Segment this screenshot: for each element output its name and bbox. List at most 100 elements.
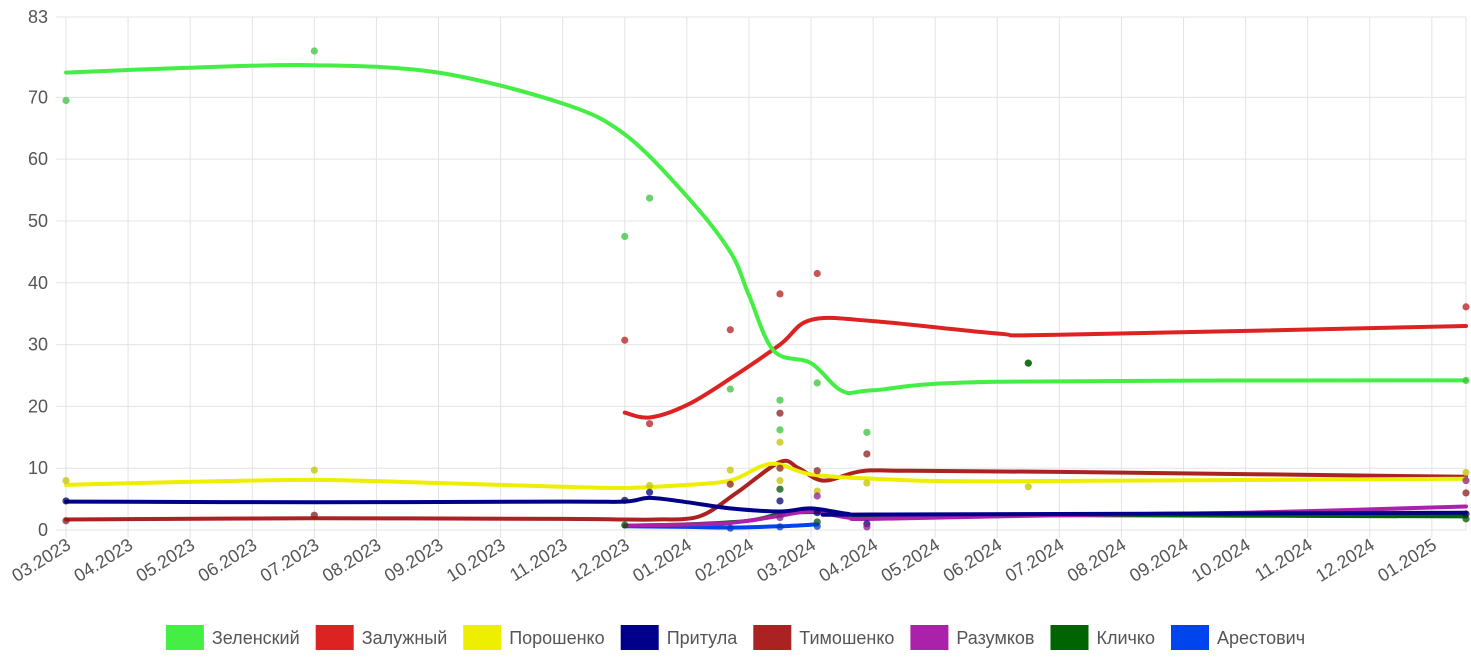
legend-item[interactable]: Притула — [620, 625, 739, 650]
x-tick-label: 08.2023 — [319, 534, 385, 585]
y-tick-label: 50 — [28, 211, 48, 231]
data-point — [863, 428, 871, 436]
data-point — [813, 487, 821, 495]
x-tick-label: 03.2024 — [753, 534, 819, 585]
data-point — [621, 521, 629, 529]
y-tick-label: 40 — [28, 273, 48, 293]
data-point — [863, 450, 871, 458]
data-point — [621, 496, 629, 504]
legend-item[interactable]: Арестович — [1171, 625, 1305, 650]
legend-item[interactable]: Порошенко — [463, 625, 605, 650]
data-point — [776, 426, 784, 434]
data-point — [813, 269, 821, 278]
data-point — [813, 509, 821, 517]
data-point — [1024, 483, 1032, 491]
x-tick-label: 11.2024 — [1251, 534, 1316, 585]
x-tick-label: 12.2023 — [567, 534, 633, 585]
x-tick-label: 09.2024 — [1126, 534, 1192, 585]
x-tick-label: 07.2024 — [1002, 534, 1068, 585]
legend-item[interactable]: Тимошенко — [753, 625, 894, 650]
legend-label: Разумков — [956, 628, 1034, 648]
legend-item[interactable]: Залужный — [315, 625, 448, 650]
legend-swatch — [1171, 625, 1209, 650]
x-tick-label: 03.2023 — [8, 534, 74, 585]
x-tick-label: 08.2024 — [1064, 534, 1130, 585]
data-point — [863, 479, 871, 487]
data-point — [645, 194, 654, 202]
data-point — [863, 523, 871, 531]
x-tick-label: 01.2025 — [1374, 534, 1440, 585]
data-point — [813, 379, 821, 387]
x-tick-label: 06.2024 — [940, 534, 1006, 585]
data-point — [621, 232, 629, 241]
x-tick-label: 07.2023 — [257, 534, 323, 585]
legend-swatch — [463, 625, 502, 650]
x-tick-label: 06.2023 — [195, 534, 261, 585]
y-tick-label: 30 — [28, 335, 48, 355]
x-tick-label: 04.2023 — [70, 534, 136, 585]
data-point — [813, 467, 821, 475]
data-point — [645, 481, 654, 490]
x-tick-label: 12.2024 — [1312, 534, 1378, 585]
series-line — [622, 315, 1468, 420]
data-point — [776, 476, 784, 485]
data-point — [62, 96, 70, 105]
data-point — [62, 476, 70, 485]
data-point — [645, 420, 654, 428]
x-tick-label: 05.2023 — [133, 534, 199, 585]
data-point — [310, 511, 318, 519]
legend-label: Кличко — [1097, 628, 1156, 648]
series-lines — [64, 63, 1468, 530]
grid — [56, 16, 1467, 538]
data-point — [1462, 303, 1470, 311]
x-tick-label: 01.2024 — [629, 534, 695, 585]
legend-label: Порошенко — [509, 628, 604, 648]
data-point — [776, 523, 784, 531]
axes: 0102030405060708303.202304.202305.202306… — [8, 7, 1440, 586]
data-point — [726, 480, 734, 488]
data-point — [726, 326, 734, 334]
legend-swatch — [620, 625, 659, 650]
legend-item[interactable]: Зеленский — [165, 625, 300, 650]
data-point — [776, 409, 784, 417]
data-point — [726, 524, 734, 532]
data-point — [1462, 468, 1470, 477]
data-point — [776, 485, 784, 493]
data-point — [1462, 489, 1470, 497]
x-tick-label: 10.2023 — [443, 534, 509, 585]
x-tick-label: 11.2023 — [506, 534, 571, 585]
legend-swatch — [1050, 625, 1089, 650]
legend[interactable]: Зеленский Залужный Порошенко Притула Тимошен… — [165, 625, 1305, 650]
legend-item[interactable]: Кличко — [1050, 625, 1156, 650]
data-point — [62, 517, 70, 525]
data-point — [621, 336, 629, 344]
data-point — [813, 492, 821, 500]
data-point — [645, 488, 654, 496]
legend-label: Тимошенко — [799, 628, 894, 648]
data-point — [62, 497, 70, 505]
series-line — [64, 461, 1468, 491]
data-point — [776, 497, 784, 505]
legend-label: Арестович — [1217, 628, 1305, 648]
data-point — [1024, 359, 1032, 367]
legend-swatch — [753, 625, 792, 650]
x-tick-label: 04.2024 — [815, 534, 881, 585]
series-points — [62, 47, 1470, 532]
y-tick-label: 0 — [38, 520, 48, 540]
data-point — [1462, 376, 1470, 385]
x-tick-label: 05.2024 — [878, 534, 944, 585]
data-point — [726, 466, 734, 474]
data-point — [1462, 515, 1470, 523]
legend-swatch — [910, 625, 949, 650]
series-line — [64, 63, 1468, 396]
data-point — [776, 514, 784, 522]
legend-item[interactable]: Разумков — [910, 625, 1034, 650]
x-tick-label: 09.2023 — [381, 534, 447, 585]
data-point — [1462, 510, 1470, 518]
data-point — [776, 438, 784, 446]
data-point — [726, 385, 734, 393]
legend-label: Залужный — [362, 628, 448, 648]
data-point — [776, 396, 784, 404]
data-point — [310, 466, 318, 474]
y-tick-label: 70 — [28, 87, 48, 107]
